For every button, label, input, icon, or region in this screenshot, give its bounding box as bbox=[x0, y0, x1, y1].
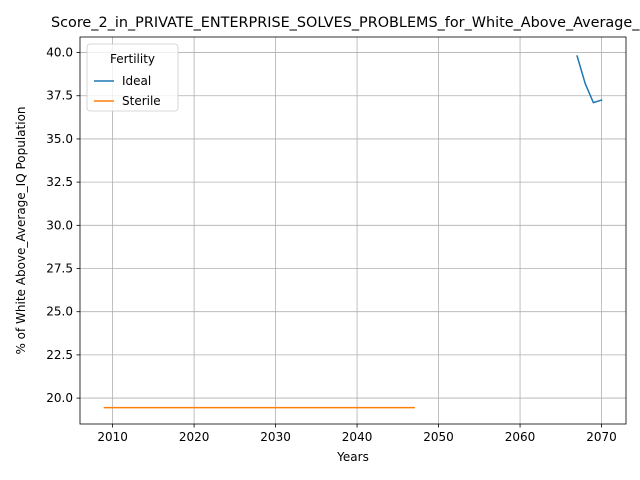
x-tick-label: 2050 bbox=[423, 430, 454, 444]
x-tick-label: 2070 bbox=[586, 430, 617, 444]
y-tick-label: 22.5 bbox=[46, 348, 73, 362]
plot-frame bbox=[79, 36, 627, 425]
y-tick-label: 27.5 bbox=[46, 262, 73, 276]
y-tick-label: 32.5 bbox=[46, 175, 73, 189]
y-axis-label: % of White Above_Average_IQ Population bbox=[14, 106, 28, 354]
x-axis-label: Years bbox=[336, 450, 369, 464]
grid-lines bbox=[80, 37, 626, 424]
x-tick-label: 2010 bbox=[97, 430, 128, 444]
y-tick-label: 25.0 bbox=[46, 305, 73, 319]
y-tick-label: 40.0 bbox=[46, 46, 73, 60]
legend-label-sterile: Sterile bbox=[122, 94, 161, 108]
y-tick-label: 35.0 bbox=[46, 132, 73, 146]
chart-title: Score_2_in_PRIVATE_ENTERPRISE_SOLVES_PRO… bbox=[51, 15, 640, 31]
y-tick-label: 30.0 bbox=[46, 218, 73, 232]
x-tick-label: 2060 bbox=[505, 430, 536, 444]
x-axis-ticks: 2010 2020 2030 2040 2050 2060 2070 bbox=[97, 424, 617, 444]
x-tick-label: 2030 bbox=[260, 430, 291, 444]
legend-box bbox=[86, 43, 179, 112]
y-tick-label: 20.0 bbox=[46, 391, 73, 405]
y-axis-ticks: 20.0 22.5 25.0 27.5 30.0 32.5 35.0 37.5 40.0 bbox=[46, 46, 80, 405]
legend-title: Fertility bbox=[110, 52, 155, 66]
x-tick-label: 2040 bbox=[342, 430, 373, 444]
x-tick-label: 2020 bbox=[179, 430, 210, 444]
legend: Fertility Ideal Sterile bbox=[86, 43, 179, 112]
series-lines bbox=[103, 55, 603, 409]
y-tick-label: 37.5 bbox=[46, 89, 73, 103]
legend-label-ideal: Ideal bbox=[122, 74, 151, 88]
series-line-ideal bbox=[576, 55, 603, 104]
